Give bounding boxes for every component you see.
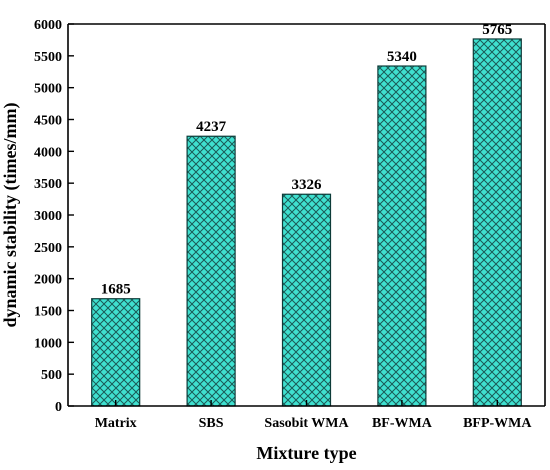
x-tick-label: BF-WMA xyxy=(372,416,433,431)
y-tick-label: 3000 xyxy=(34,209,62,224)
bar-sasobit-wma xyxy=(281,193,332,407)
y-tick-label: 2500 xyxy=(34,241,62,256)
bars-group xyxy=(91,38,522,407)
y-tick-label: 1000 xyxy=(34,336,62,351)
x-tick-label: Sasobit WMA xyxy=(264,416,349,431)
x-axis-title: Mixture type xyxy=(256,443,356,463)
data-label: 4237 xyxy=(196,119,227,135)
x-tick-label: Matrix xyxy=(95,416,137,431)
y-tick-label: 4000 xyxy=(34,145,62,160)
data-label: 3326 xyxy=(292,177,323,193)
bar-bfp-wma xyxy=(472,38,522,407)
y-axis-title: dynamic stability (times/mm) xyxy=(0,103,21,328)
x-tick-label: BFP-WMA xyxy=(463,416,532,431)
data-label: 1685 xyxy=(101,282,131,298)
data-labels-group: 1685 4237 3326 5340 5765 xyxy=(101,22,513,298)
y-tick-label: 3500 xyxy=(34,177,62,192)
y-tick-label: 5000 xyxy=(34,82,62,97)
y-tick-label: 4500 xyxy=(34,114,62,129)
bar-matrix xyxy=(91,298,141,407)
data-label: 5765 xyxy=(482,22,512,38)
y-tick-label: 0 xyxy=(55,400,62,415)
bar-bf-wma xyxy=(377,65,427,407)
y-ticks-group: 0 500 1000 1500 2000 2500 3000 3500 4000 4500 5000… xyxy=(34,18,74,415)
x-tick-label: SBS xyxy=(199,416,224,431)
y-tick-label: 500 xyxy=(41,368,62,383)
y-tick-label: 1500 xyxy=(34,305,62,320)
y-tick-label: 5500 xyxy=(34,50,62,65)
data-label: 5340 xyxy=(387,49,417,65)
x-ticks-group: Matrix SBS Sasobit WMA BF-WMA BFP-WMA xyxy=(95,400,532,431)
y-tick-label: 6000 xyxy=(34,18,62,33)
y-tick-label: 2000 xyxy=(34,273,62,288)
bar-sbs xyxy=(186,135,236,407)
